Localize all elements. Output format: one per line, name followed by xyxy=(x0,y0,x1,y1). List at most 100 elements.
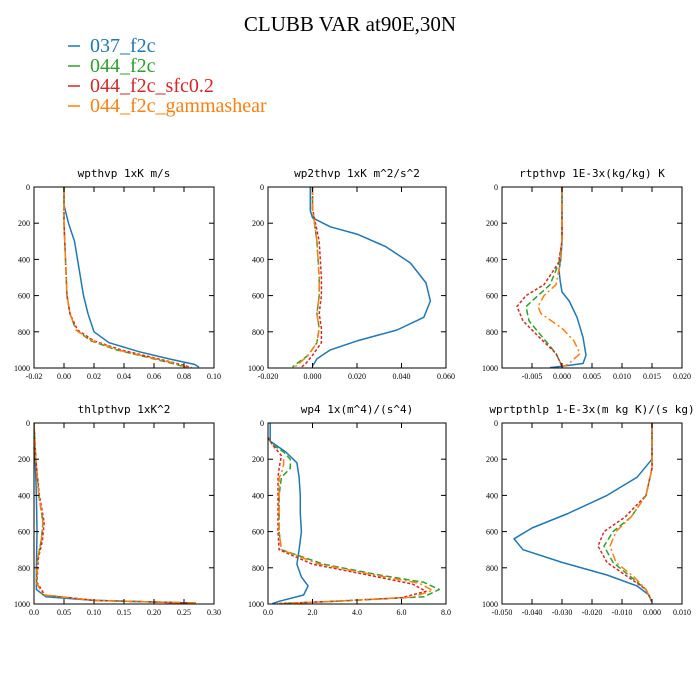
x-tick-label: 0.010 xyxy=(613,372,631,381)
x-tick-label: 0.020 xyxy=(348,372,366,381)
y-tick-label: 0 xyxy=(494,419,498,428)
y-tick-label: 800 xyxy=(486,328,498,337)
x-tick-label: 0.040 xyxy=(393,372,411,381)
legend-label: 044_f2c xyxy=(90,55,156,77)
x-tick-label: 0.06 xyxy=(147,372,161,381)
plot-frame xyxy=(33,422,215,605)
series-line-044_f2c_sfc0.2 xyxy=(268,437,427,604)
y-tick-label: 1000 xyxy=(482,600,498,609)
y-tick-label: 1000 xyxy=(248,600,264,609)
y-tick-label: 200 xyxy=(252,219,264,228)
x-tick-label: 0.020 xyxy=(673,372,691,381)
x-tick-label: -0.010 xyxy=(612,608,633,617)
x-tick-label: 0.25 xyxy=(177,608,191,617)
panel-title: rtpthvp 1E-3x(kg/kg) K xyxy=(519,167,665,180)
series-line-037_f2c xyxy=(63,187,200,368)
x-tick-label: 8.0 xyxy=(441,608,451,617)
series-line-044_f2c xyxy=(63,187,188,368)
x-tick-label: 0.060 xyxy=(437,372,455,381)
x-tick-label: 2.0 xyxy=(308,608,318,617)
y-tick-label: 1000 xyxy=(482,364,498,373)
series-line-044_f2c_gammashear xyxy=(609,423,653,603)
legend: 037_f2c044_f2c044_f2c_sfc0.2044_f2c_gamm… xyxy=(68,35,267,117)
x-tick-label: 0.00 xyxy=(57,372,71,381)
y-tick-label: 400 xyxy=(486,491,498,500)
y-tick-label: 600 xyxy=(486,292,498,301)
plot-frame xyxy=(33,186,215,369)
x-tick-label: 0.10 xyxy=(87,608,101,617)
x-tick-label: 0.000 xyxy=(553,372,571,381)
panel-1: wpthvp 1xK m/s -0.02 0.00 0.02 0.04 0.06 0.08 0… xyxy=(14,167,221,381)
x-tick-label: -0.030 xyxy=(552,608,573,617)
series-line-044_f2c_gammashear xyxy=(294,187,320,368)
figure-title: CLUBB VAR at90E,30N xyxy=(244,12,456,36)
y-tick-label: 800 xyxy=(18,328,30,337)
series-line-044_f2c xyxy=(292,187,320,368)
y-tick-label: 400 xyxy=(18,491,30,500)
legend-label: 037_f2c xyxy=(90,35,156,57)
x-tick-label: 0.015 xyxy=(643,372,661,381)
x-tick-label: -0.02 xyxy=(26,372,43,381)
plot-frame xyxy=(267,422,447,605)
y-tick-label: 600 xyxy=(252,292,264,301)
x-tick-label: 4.0 xyxy=(352,608,362,617)
panel-3: rtpthvp 1E-3x(kg/kg) K -0.005 0.000 0.005 0.… xyxy=(482,167,691,381)
series-line-037_f2c xyxy=(34,423,197,604)
x-tick-label: 0.05 xyxy=(57,608,71,617)
y-tick-label: 0 xyxy=(494,183,498,192)
series-line-044_f2c_gammashear xyxy=(34,423,197,604)
y-tick-label: 400 xyxy=(18,255,30,264)
y-tick-label: 0 xyxy=(26,183,30,192)
x-tick-label: 6.0 xyxy=(397,608,407,617)
panel-title: wp4 1x(m^4)/(s^4) xyxy=(301,403,414,416)
y-tick-label: 600 xyxy=(486,528,498,537)
x-tick-label: 0.000 xyxy=(643,608,661,617)
series-line-044_f2c_sfc0.2 xyxy=(516,187,563,367)
y-tick-label: 200 xyxy=(18,219,30,228)
y-tick-label: 200 xyxy=(252,455,264,464)
y-tick-label: 0 xyxy=(260,419,264,428)
y-tick-label: 0 xyxy=(26,419,30,428)
panel-2: wp2thvp 1xK m^2/s^2 -0.020 0.000 0.020 0.040… xyxy=(248,167,455,381)
x-tick-label: 0.08 xyxy=(177,372,191,381)
series-line-044_f2c_gammashear xyxy=(63,187,189,368)
y-tick-label: 1000 xyxy=(14,600,30,609)
y-tick-label: 600 xyxy=(18,528,30,537)
y-tick-label: 600 xyxy=(252,528,264,537)
series-line-037_f2c xyxy=(269,423,309,604)
series-line-044_f2c_sfc0.2 xyxy=(34,423,197,604)
y-tick-label: 400 xyxy=(252,491,264,500)
series-line-037_f2c xyxy=(513,423,653,603)
y-tick-label: 800 xyxy=(18,564,30,573)
y-tick-label: 200 xyxy=(486,455,498,464)
x-tick-label: 0.15 xyxy=(117,608,131,617)
y-tick-label: 1000 xyxy=(248,364,264,373)
x-tick-label: 0.0 xyxy=(29,608,39,617)
x-tick-label: -0.040 xyxy=(522,608,543,617)
y-tick-label: 1000 xyxy=(14,364,30,373)
series-line-037_f2c xyxy=(309,187,432,367)
y-tick-label: 800 xyxy=(252,564,264,573)
x-tick-label: -0.005 xyxy=(522,372,543,381)
series-line-044_f2c xyxy=(603,423,653,603)
panel-title: thlpthvp 1xK^2 xyxy=(78,403,171,416)
plot-frame xyxy=(501,422,683,605)
y-tick-label: 600 xyxy=(18,292,30,301)
panel-4: thlpthvp 1xK^2 0.0 0.05 0.10 0.15 0.20 0.25 0.3… xyxy=(14,403,221,617)
y-tick-label: 800 xyxy=(486,564,498,573)
legend-label: 044_f2c_gammashear xyxy=(90,95,267,117)
x-tick-label: -0.020 xyxy=(582,608,603,617)
x-tick-label: 0.30 xyxy=(207,608,221,617)
y-tick-label: 200 xyxy=(486,219,498,228)
x-tick-label: -0.020 xyxy=(258,372,279,381)
panel-title: wpthvp 1xK m/s xyxy=(78,167,171,180)
x-tick-label: 0.005 xyxy=(583,372,601,381)
panel-title: wp2thvp 1xK m^2/s^2 xyxy=(294,167,420,180)
panel-5: wp4 1x(m^4)/(s^4) 0.0 2.0 4.0 6.0 8.0 0 200 400 6… xyxy=(248,403,451,617)
plot-frame xyxy=(501,186,683,369)
series-line-044_f2c_sfc0.2 xyxy=(597,423,653,603)
x-tick-label: 0.000 xyxy=(304,372,322,381)
y-tick-label: 400 xyxy=(486,255,498,264)
y-tick-label: 200 xyxy=(18,455,30,464)
series-line-037_f2c xyxy=(549,187,587,368)
